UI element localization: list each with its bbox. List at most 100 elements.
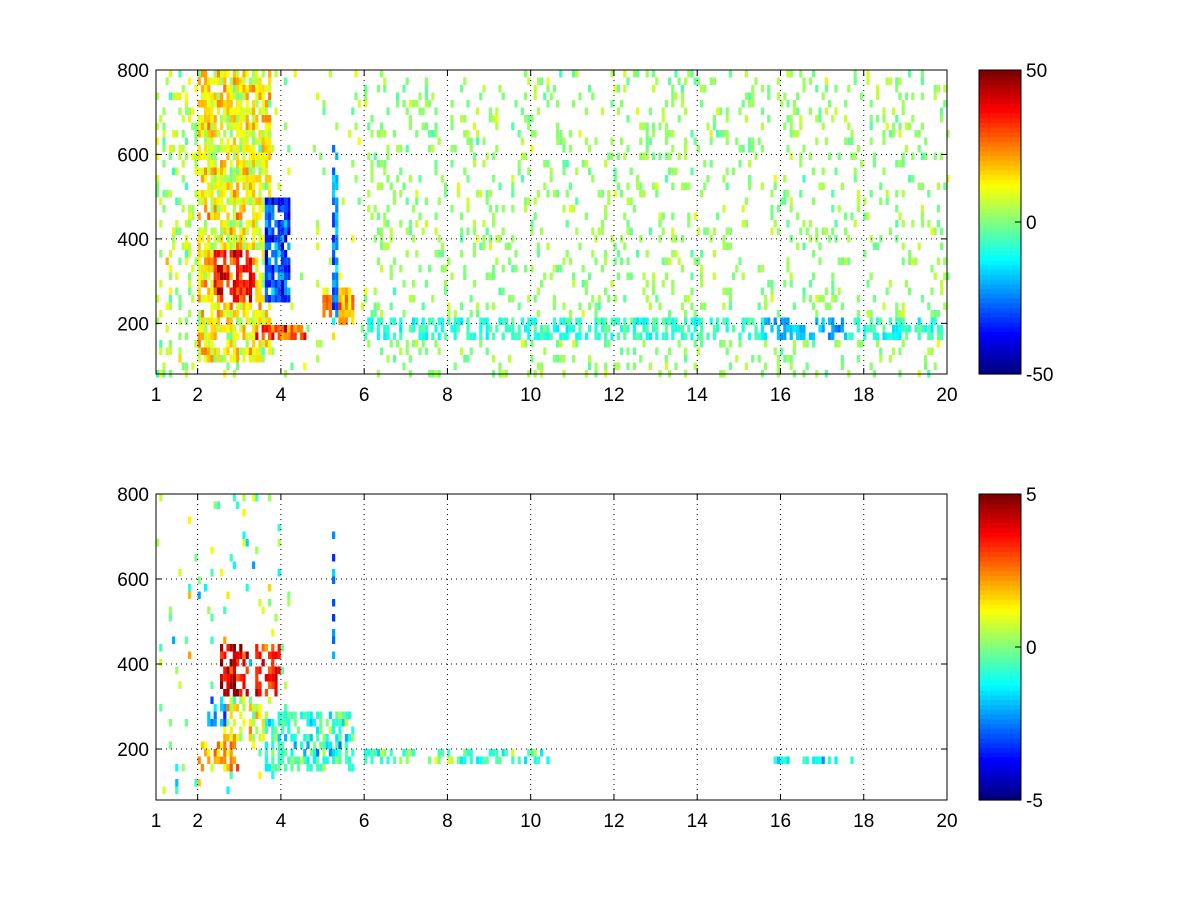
colorbar-segment (979, 494, 1021, 500)
heatmap-cell (562, 137, 566, 145)
heatmap-cell (639, 182, 643, 190)
heatmap-cell (229, 726, 233, 734)
heatmap-cell (834, 340, 838, 348)
heatmap-cell (684, 332, 688, 340)
heatmap-cell (380, 242, 384, 250)
heatmap-cell (408, 325, 412, 333)
heatmap-cell (229, 250, 233, 258)
heatmap-cell (277, 227, 281, 235)
colorbar-segment (979, 728, 1021, 734)
heatmap-cell (933, 317, 937, 325)
heatmap-cell (357, 137, 361, 145)
heatmap-cell (632, 362, 636, 370)
heatmap-cell (261, 347, 265, 355)
heatmap-cell (229, 310, 233, 318)
heatmap-cell (479, 242, 483, 250)
heatmap-cell (437, 137, 441, 145)
heatmap-cell (626, 145, 630, 153)
heatmap-cell (677, 257, 681, 265)
heatmap-cell (607, 197, 611, 205)
colorbar-segment (979, 155, 1021, 161)
heatmap-cell (661, 257, 665, 265)
heatmap-cell (684, 152, 688, 160)
heatmap-cell (277, 235, 281, 243)
heatmap-cell (424, 85, 428, 93)
heatmap-cell (239, 711, 243, 719)
heatmap-cell (399, 265, 403, 273)
heatmap-cell (837, 340, 841, 348)
y-tick-label: 200 (117, 314, 149, 335)
heatmap-cell (626, 272, 630, 280)
heatmap-cell (511, 756, 515, 764)
heatmap-cell (712, 332, 716, 340)
heatmap-cell (335, 749, 339, 757)
heatmap-cell (229, 317, 233, 325)
heatmap-cell (242, 130, 246, 138)
heatmap-cell (258, 295, 262, 303)
heatmap-cell (261, 734, 265, 742)
heatmap-cell (860, 340, 864, 348)
heatmap-cell (584, 160, 588, 168)
heatmap-cell (725, 130, 729, 138)
heatmap-cell (332, 554, 336, 562)
heatmap-cell (770, 212, 774, 220)
heatmap-cell (245, 190, 249, 198)
heatmap-cell (184, 242, 188, 250)
heatmap-cell (210, 764, 214, 772)
heatmap-cell (255, 115, 259, 123)
heatmap-cell (492, 332, 496, 340)
heatmap-cell (376, 85, 380, 93)
colorbar-segment (979, 570, 1021, 576)
heatmap-cell (236, 347, 240, 355)
bottom-plot-background (156, 494, 947, 800)
heatmap-cell (652, 130, 656, 138)
heatmap-cell (536, 190, 540, 198)
heatmap-cell (392, 197, 396, 205)
heatmap-cell (933, 362, 937, 370)
heatmap-cell (578, 130, 582, 138)
heatmap-cell (220, 77, 224, 85)
heatmap-cell (908, 287, 912, 295)
heatmap-cell (229, 77, 233, 85)
heatmap-cell (287, 591, 291, 599)
heatmap-cell (700, 332, 704, 340)
heatmap-cell (229, 302, 233, 310)
heatmap-cell (498, 756, 502, 764)
heatmap-cell (642, 272, 646, 280)
heatmap-cell (527, 77, 531, 85)
heatmap-cell (242, 494, 246, 502)
heatmap-cell (242, 70, 246, 78)
heatmap-cell (456, 182, 460, 190)
heatmap-cell (264, 107, 268, 115)
heatmap-cell (232, 242, 236, 250)
heatmap-cell (216, 302, 220, 310)
heatmap-cell (213, 152, 217, 160)
heatmap-cell (245, 220, 249, 228)
heatmap-cell (271, 205, 275, 213)
heatmap-cell (223, 265, 227, 273)
heatmap-cell (725, 115, 729, 123)
heatmap-cell (226, 704, 230, 712)
heatmap-cell (808, 295, 812, 303)
heatmap-cell (844, 115, 848, 123)
heatmap-cell (658, 212, 662, 220)
heatmap-cell (268, 235, 272, 243)
heatmap-cell (223, 190, 227, 198)
heatmap-cell (741, 220, 745, 228)
heatmap-cell (351, 160, 355, 168)
heatmap-cell (274, 250, 278, 258)
top-plot-frame (155, 69, 948, 375)
heatmap-cell (440, 250, 444, 258)
heatmap-cell (332, 719, 336, 727)
heatmap-cell (245, 145, 249, 153)
heatmap-cell (895, 332, 899, 340)
heatmap-cell (520, 137, 524, 145)
heatmap-cell (680, 92, 684, 100)
heatmap-cell (239, 145, 243, 153)
heatmap-cell (412, 340, 416, 348)
heatmap-cell (725, 107, 729, 115)
heatmap-cell (184, 100, 188, 108)
heatmap-cell (495, 325, 499, 333)
